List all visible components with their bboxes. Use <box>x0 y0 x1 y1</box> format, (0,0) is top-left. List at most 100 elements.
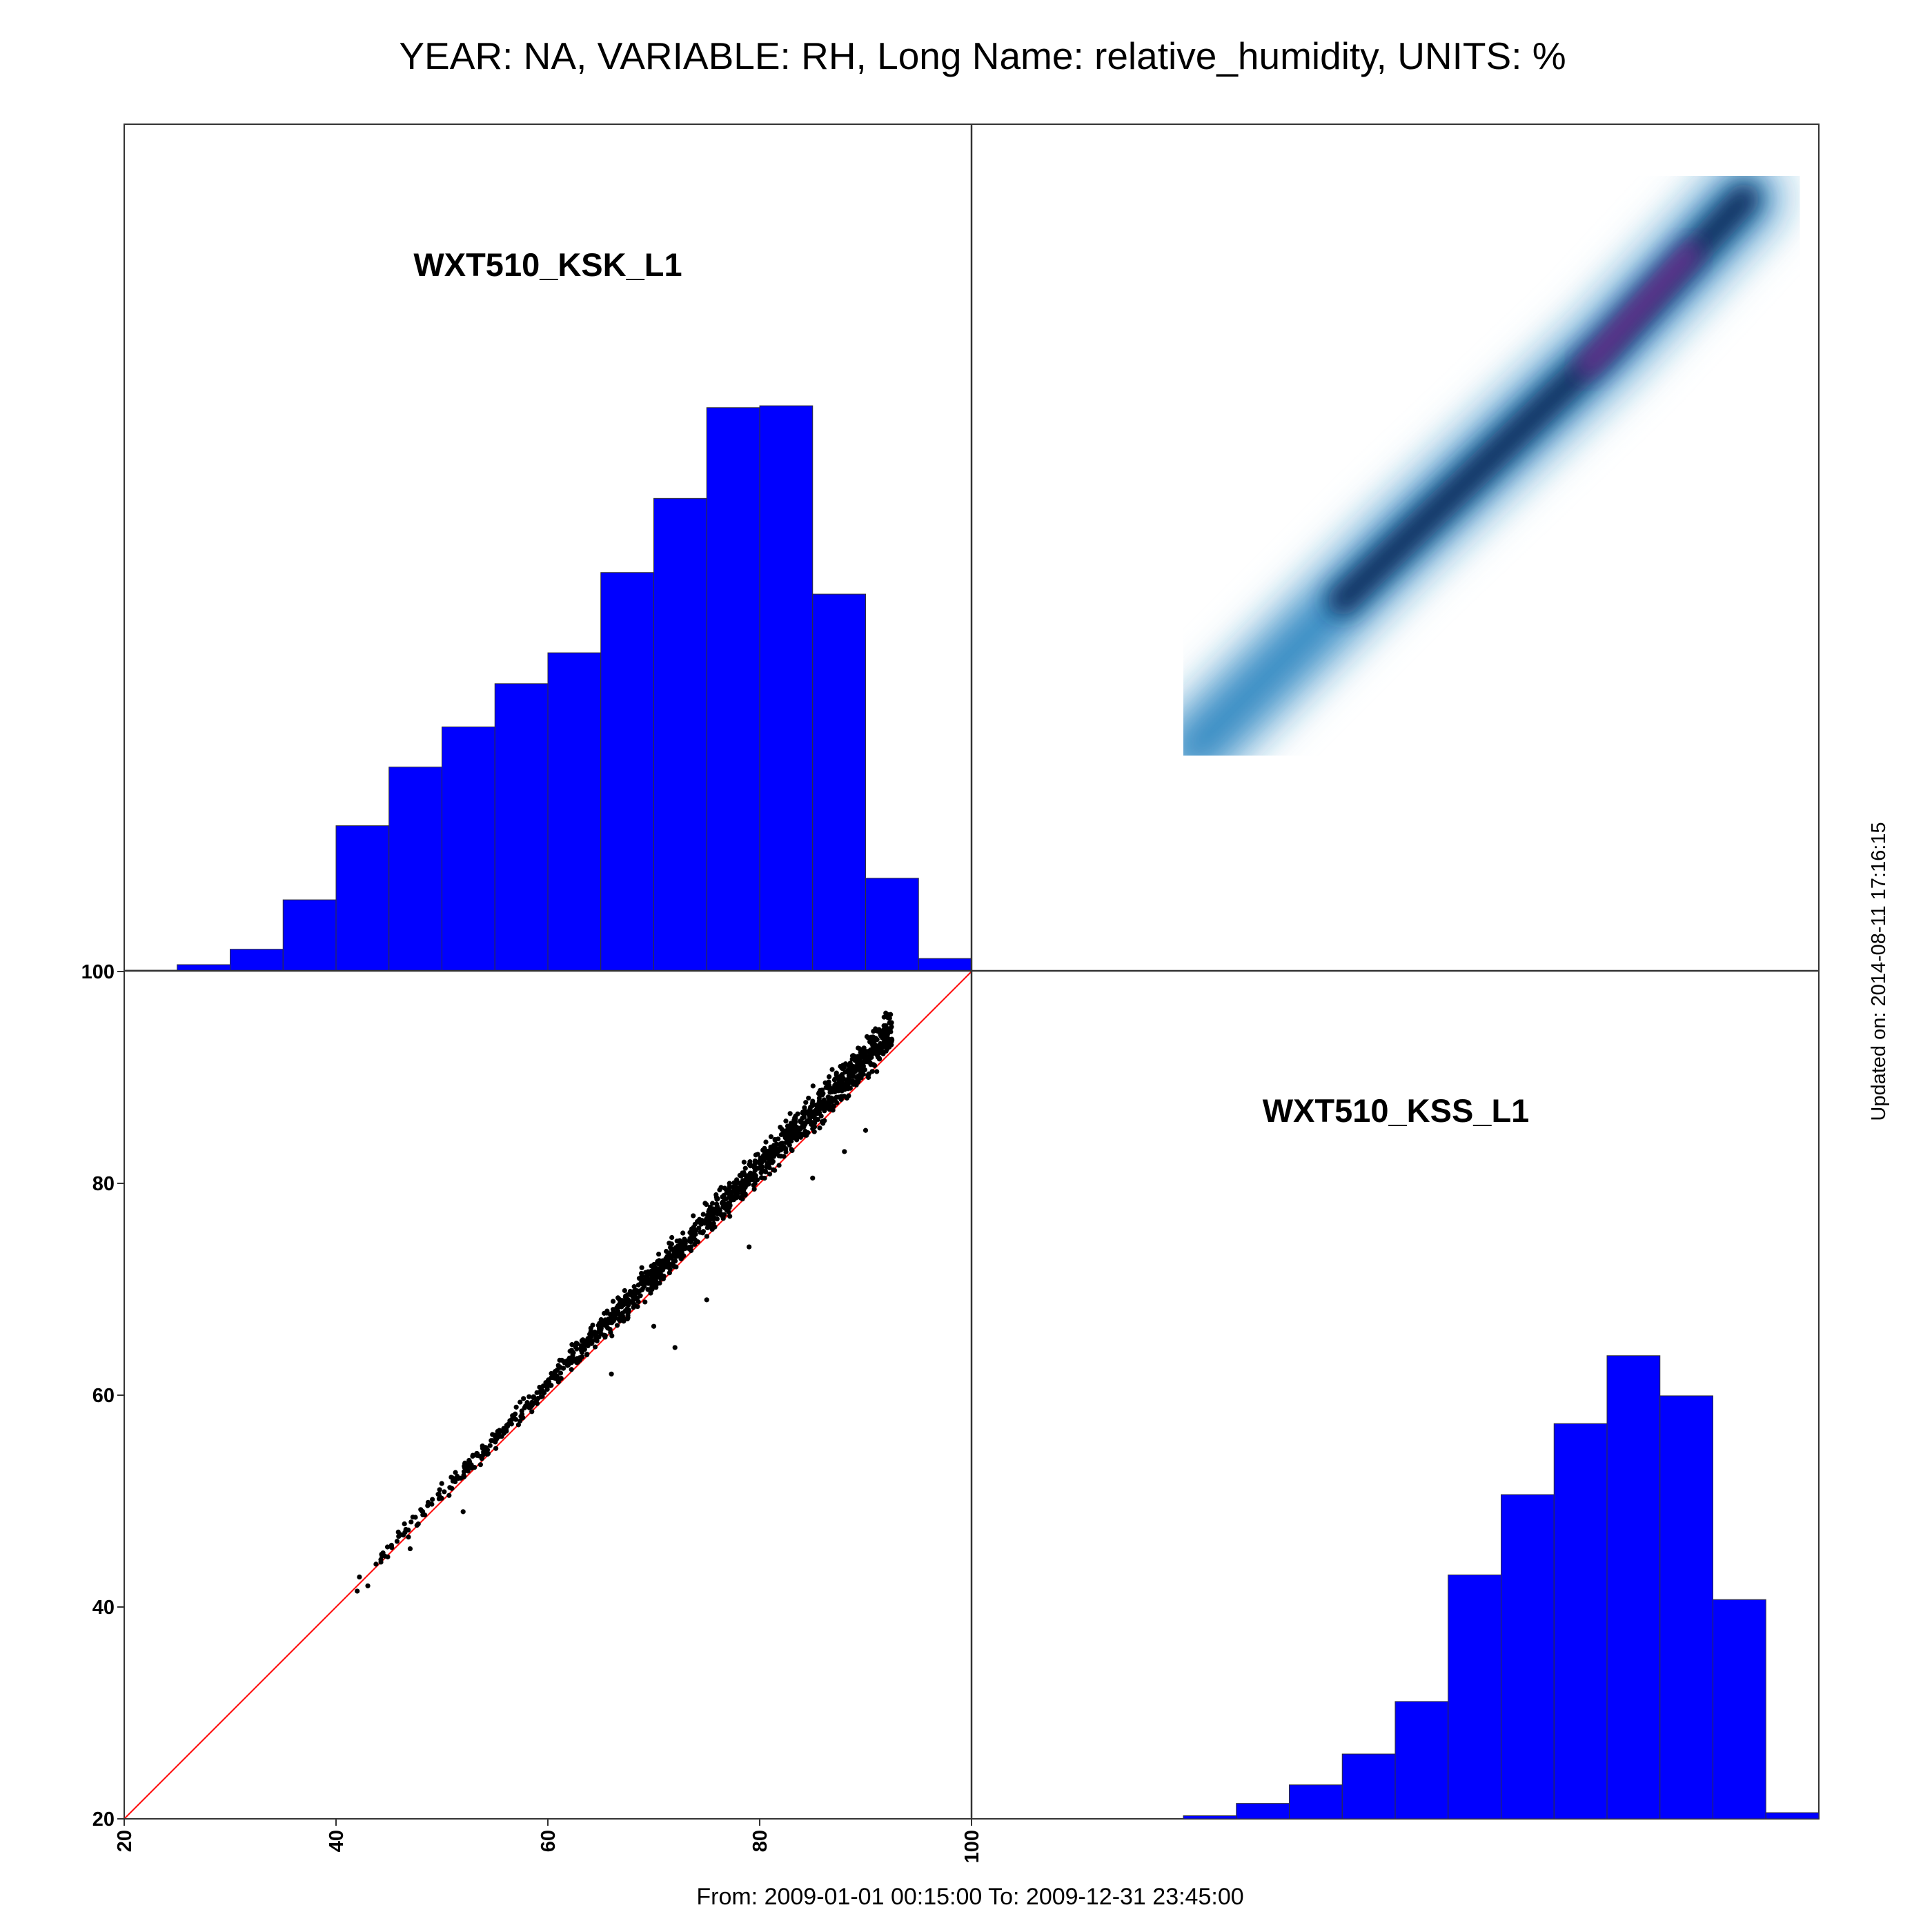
scatter-point <box>702 1201 708 1206</box>
scatter-point <box>881 1023 887 1029</box>
scatter-point <box>446 1492 452 1498</box>
scatter-point <box>357 1574 362 1580</box>
scatter-point <box>680 1230 686 1236</box>
scatter-point <box>778 1132 785 1138</box>
scatter-point <box>771 1143 777 1148</box>
scatter-point <box>627 1288 633 1294</box>
scatter-point <box>716 1207 722 1212</box>
scatter-point <box>365 1583 371 1588</box>
histogram-bar <box>442 726 495 972</box>
scatter-point <box>796 1125 801 1131</box>
scatter-point <box>727 1183 732 1189</box>
scatter-point <box>592 1344 598 1350</box>
scatter-point <box>856 1067 861 1072</box>
scatter-point <box>728 1192 733 1197</box>
scatter-point <box>787 1143 792 1148</box>
scatter-point <box>529 1402 535 1408</box>
scatter-point <box>787 1111 793 1116</box>
scatter-point <box>845 1078 851 1083</box>
scatter-point <box>513 1417 519 1422</box>
scatter-point <box>810 1175 816 1181</box>
scatter-point <box>840 1063 846 1068</box>
density-plot <box>1183 176 1797 756</box>
scatter-point <box>415 1521 421 1527</box>
scatter-point <box>672 1258 678 1264</box>
histogram-bar <box>388 767 442 972</box>
histogram-bar <box>282 899 337 972</box>
scatter-point <box>810 1083 816 1089</box>
scatter-point <box>547 1383 553 1388</box>
scatter-point <box>627 1299 632 1304</box>
scatter-point <box>555 1374 560 1380</box>
scatter-point <box>820 1121 826 1126</box>
scatter-point <box>654 1270 660 1275</box>
scatter-point <box>696 1225 702 1231</box>
scatter-point <box>555 1379 561 1385</box>
scatter-point <box>885 1015 891 1021</box>
scatter-point <box>871 1028 876 1034</box>
scatter-point <box>688 1244 694 1250</box>
scatter-point <box>639 1270 644 1276</box>
scatter-point <box>817 1125 822 1131</box>
y-tick-label: 60 <box>92 1385 115 1407</box>
scatter-point <box>789 1147 794 1152</box>
scatter-point <box>880 1043 886 1049</box>
scatter-point <box>455 1473 460 1479</box>
scatter-point <box>534 1401 540 1406</box>
identity-line <box>124 971 972 1818</box>
scatter-point <box>584 1351 590 1357</box>
scatter-point <box>510 1413 515 1419</box>
scatter-point <box>858 1075 864 1081</box>
density-peak <box>1577 242 1701 377</box>
scatter-point <box>763 1139 769 1145</box>
scatter-point <box>460 1509 466 1515</box>
scatter-point <box>571 1350 576 1355</box>
scatter-point <box>430 1497 435 1502</box>
histogram-bar <box>1765 1812 1820 1820</box>
scatter-point <box>529 1409 535 1414</box>
scatter-point <box>856 1045 861 1051</box>
histogram-bar <box>812 593 866 972</box>
scatter-point <box>726 1209 731 1215</box>
scatter-point <box>545 1378 551 1383</box>
scatter-point <box>604 1310 610 1316</box>
scatter-point <box>836 1094 842 1100</box>
scatter-point <box>827 1090 833 1095</box>
scatter-point <box>844 1095 850 1101</box>
scatter-point <box>610 1299 616 1304</box>
date-range-footer: From: 2009-01-01 00:15:00 To: 2009-12-31… <box>696 1884 1243 1910</box>
scatter-point <box>755 1152 760 1157</box>
scatter-point <box>630 1294 635 1299</box>
scatter-point <box>470 1452 475 1458</box>
scatter-point <box>635 1303 640 1310</box>
scatter-point <box>722 1205 728 1211</box>
scatter-point <box>768 1134 774 1140</box>
scatter-point <box>588 1325 593 1331</box>
scatter-point <box>834 1081 839 1087</box>
scatter-point <box>889 1036 894 1042</box>
scatter-point <box>684 1245 689 1250</box>
scatter-point <box>560 1366 566 1371</box>
scatter-point <box>407 1546 413 1552</box>
scatter-point <box>656 1251 662 1257</box>
histogram-bar <box>1289 1784 1343 1820</box>
scatter-point <box>621 1319 627 1324</box>
y-tick-label: 20 <box>92 1808 115 1831</box>
scatter-point <box>854 1082 859 1088</box>
scatter-point <box>709 1227 715 1232</box>
scatter-point <box>776 1163 782 1168</box>
scatter-point <box>531 1394 536 1399</box>
scatter-point <box>873 1036 878 1041</box>
panel-title-ksk: WXT510_KSK_L1 <box>413 246 682 283</box>
scatter-point <box>395 1529 401 1535</box>
scatter-point <box>700 1212 706 1217</box>
scatter-point <box>767 1171 773 1177</box>
x-tick-label: 60 <box>538 1830 560 1852</box>
scatter-point <box>880 1027 887 1033</box>
scatter-point <box>609 1313 615 1319</box>
scatter-point <box>604 1319 609 1325</box>
scatter-point <box>589 1332 594 1338</box>
scatter-point <box>651 1323 657 1329</box>
scatter-point <box>795 1111 800 1116</box>
scatter-point <box>788 1121 793 1126</box>
